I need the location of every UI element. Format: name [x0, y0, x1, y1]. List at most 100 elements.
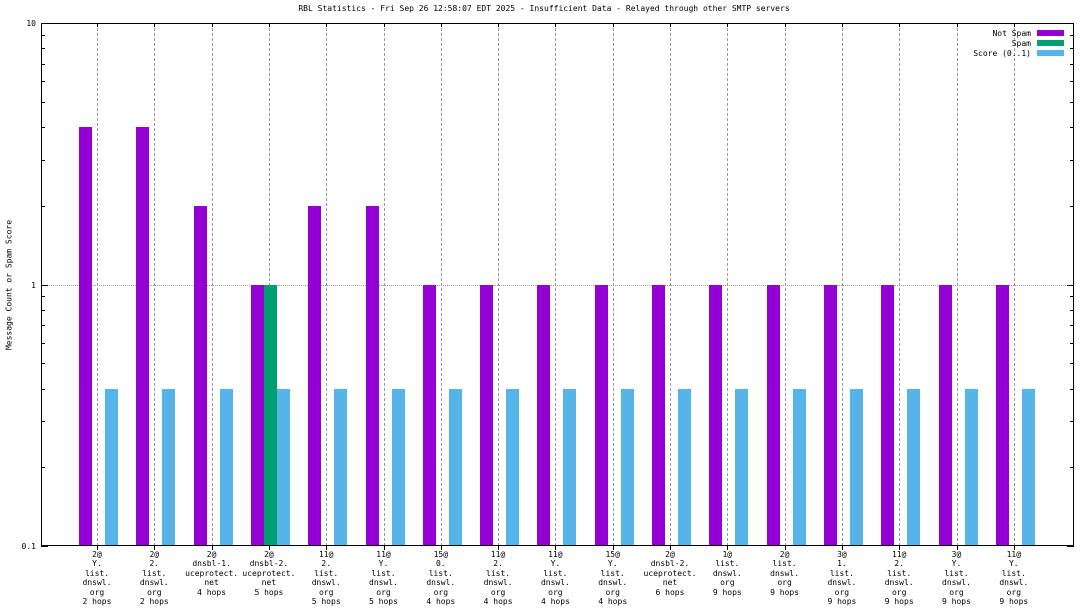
bar-score-0-1	[391, 388, 405, 546]
x-category-label: 11@ Y. list. dnswl. org 9 hops	[999, 550, 1029, 607]
y-minor-tick	[41, 81, 45, 82]
bar-not-spam	[537, 284, 551, 546]
x-tick	[784, 546, 786, 550]
y-minor-tick	[1070, 127, 1074, 129]
x-category-label: 3@ Y. list. dnswl. org 9 hops	[942, 550, 971, 607]
chart-title: RBL Statistics - Fri Sep 26 12:58:07 EDT…	[298, 4, 790, 13]
y-tick	[41, 546, 48, 547]
x-tick	[841, 23, 843, 27]
x-tick	[440, 546, 442, 550]
x-category-label: 3@ 1. list. dnswl. org 9 hops	[827, 550, 857, 607]
legend-item-not-spam: Not Spam	[973, 28, 1064, 38]
legend-item-score: Score (0..1)	[973, 48, 1064, 58]
y-minor-tick	[41, 342, 45, 344]
bar-score-0-1	[620, 388, 634, 546]
y-tick	[1067, 284, 1074, 286]
x-tick	[154, 546, 156, 550]
bar-not-spam	[995, 284, 1009, 546]
bar-score-0-1	[678, 388, 691, 546]
y-minor-tick	[1070, 421, 1074, 423]
grid-hline	[41, 284, 1074, 286]
x-category-label: 15@ Y. list. dnswl. org 4 hops	[598, 550, 628, 607]
y-minor-tick	[41, 325, 45, 326]
y-minor-tick	[1070, 159, 1074, 161]
y-minor-tick	[41, 388, 45, 390]
bar-score-0-1	[563, 388, 577, 546]
y-minor-tick	[1070, 63, 1074, 65]
legend-label-score: Score (0..1)	[973, 48, 1031, 58]
x-tick	[326, 23, 328, 27]
x-category-label: 2@ dnsbl-1. uceprotect. net 4 hops	[185, 550, 239, 597]
x-tick	[956, 546, 958, 550]
y-minor-tick	[41, 363, 45, 365]
x-tick	[268, 23, 270, 27]
y-minor-tick	[1070, 34, 1074, 36]
x-tick	[612, 546, 614, 550]
x-category-label: 2@ list. dnswl. org 9 hops	[770, 550, 800, 597]
y-minor-tick	[1070, 205, 1074, 207]
x-tick	[498, 23, 500, 27]
y-minor-tick	[1070, 309, 1074, 311]
x-tick	[956, 23, 958, 27]
x-tick	[727, 23, 729, 27]
y-minor-tick	[41, 159, 45, 161]
x-tick	[440, 23, 442, 27]
y-tick	[41, 23, 48, 24]
bar-score-0-1	[276, 388, 290, 546]
x-tick	[899, 23, 901, 27]
y-minor-tick	[41, 34, 45, 36]
bar-score-0-1	[792, 388, 806, 546]
bar-not-spam	[250, 284, 264, 546]
bar-score-0-1	[506, 388, 520, 546]
x-tick	[154, 23, 156, 27]
y-minor-tick	[1070, 363, 1074, 365]
y-minor-tick	[41, 205, 45, 207]
bar-score-0-1	[849, 388, 863, 546]
x-tick	[784, 23, 786, 27]
x-tick	[97, 23, 98, 27]
bar-score-0-1	[907, 388, 921, 546]
y-minor-tick	[41, 101, 45, 103]
bar-score-0-1	[219, 388, 233, 546]
y-tick	[1067, 546, 1074, 547]
x-tick	[555, 546, 557, 550]
bar-not-spam	[881, 284, 895, 546]
y-minor-tick	[1070, 467, 1074, 469]
x-tick	[899, 546, 901, 550]
legend: Not Spam Spam Score (0..1)	[973, 28, 1064, 58]
bar-spam	[263, 284, 277, 546]
x-category-label: 2@ Y. list. dnswl. org 2 hops	[82, 550, 112, 607]
legend-swatch-not-spam	[1037, 30, 1064, 36]
y-minor-tick	[1070, 388, 1074, 390]
x-tick	[97, 546, 98, 550]
y-minor-tick	[41, 127, 45, 129]
x-tick	[326, 546, 328, 550]
x-category-label: 2@ dnsbl-2. uceprotect. net 6 hops	[643, 550, 697, 597]
y-minor-tick	[41, 309, 45, 311]
x-category-label: 11@ Y. list. dnswl. org 4 hops	[540, 550, 570, 607]
x-tick	[211, 546, 213, 550]
x-category-label: 2@ 2. list. dnswl. org 2 hops	[139, 550, 169, 607]
bar-not-spam	[422, 284, 436, 546]
x-category-label: 1@ list. dnswl. org 9 hops	[712, 550, 742, 597]
x-category-label: 11@ 2. list. dnswl. org 5 hops	[311, 550, 341, 607]
bar-score-0-1	[162, 388, 176, 546]
bar-not-spam	[938, 284, 952, 546]
x-tick	[1013, 23, 1015, 27]
bar-not-spam	[308, 205, 322, 546]
y-minor-tick	[1070, 101, 1074, 103]
y-minor-tick	[41, 467, 45, 469]
y-minor-tick	[41, 63, 45, 65]
bar-not-spam	[136, 127, 150, 546]
bar-not-spam	[709, 284, 723, 546]
x-tick	[555, 23, 557, 27]
bar-not-spam	[79, 127, 92, 546]
bar-score-0-1	[448, 388, 462, 546]
x-category-label: 15@ 0. list. dnswl. org 4 hops	[426, 550, 456, 607]
y-minor-tick	[41, 48, 45, 50]
y-tick-label: 1	[31, 280, 36, 290]
x-tick	[670, 546, 671, 550]
x-tick	[383, 23, 385, 27]
x-tick	[211, 23, 213, 27]
